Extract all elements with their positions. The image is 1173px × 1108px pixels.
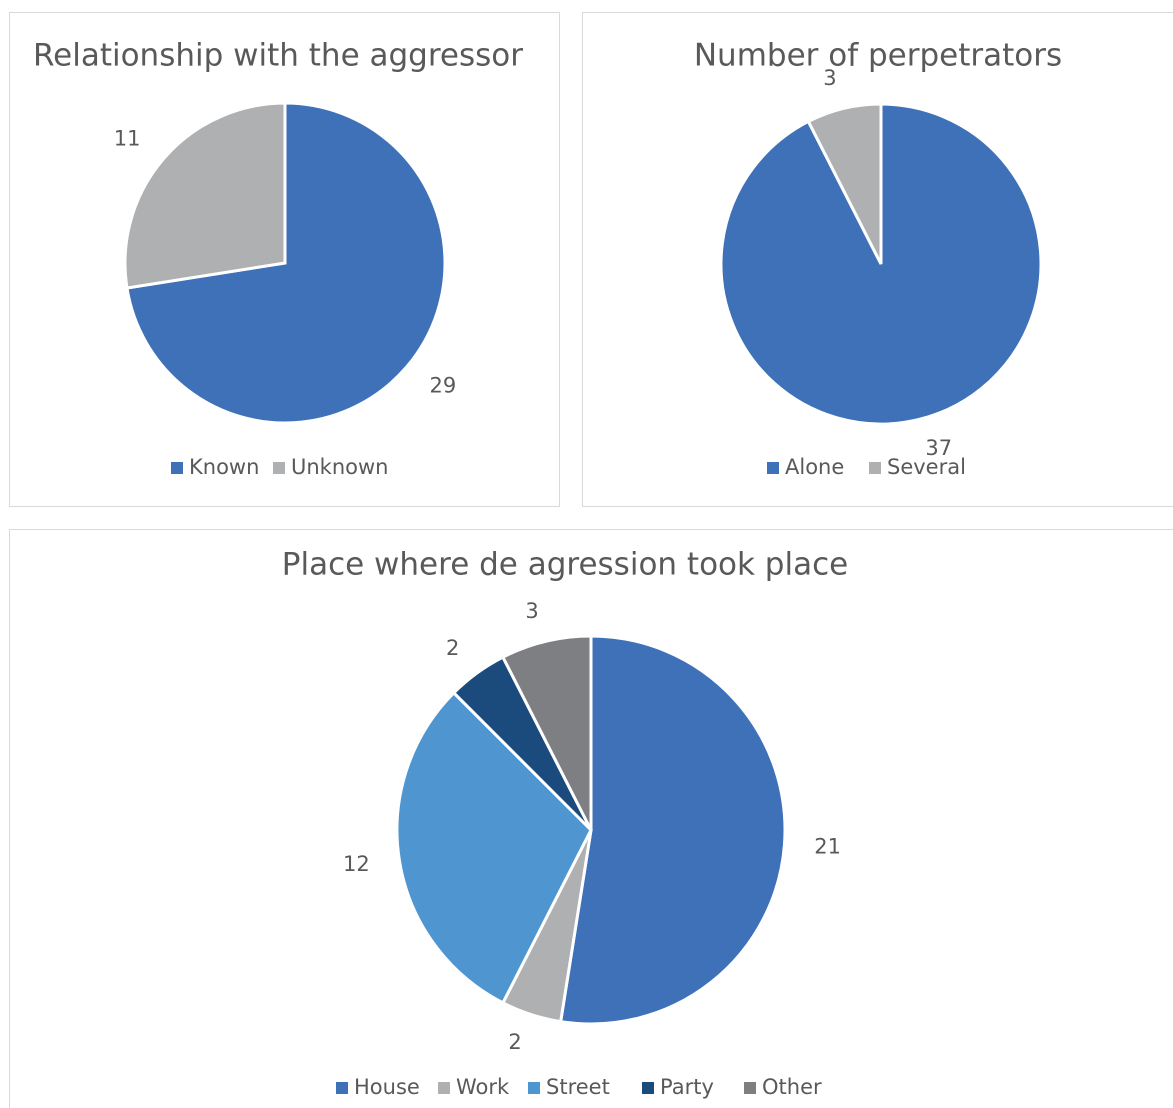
pie-slice <box>500 634 593 831</box>
data-label: 3 <box>525 599 538 623</box>
data-label: 12 <box>343 852 370 876</box>
legend-label: Work <box>456 1075 510 1099</box>
legend-swatch <box>744 1082 756 1094</box>
data-label: 29 <box>429 373 456 397</box>
legend-swatch <box>642 1082 654 1094</box>
chart-title: Number of perpetrators <box>694 38 1062 74</box>
legend-swatch <box>336 1082 348 1094</box>
data-label: 11 <box>114 127 141 151</box>
pie-slice <box>123 101 287 290</box>
legend-label: Known <box>189 455 259 479</box>
legend-swatch <box>171 462 183 474</box>
legend-swatch <box>767 462 779 474</box>
legend-label: Unknown <box>291 455 388 479</box>
pie-slice <box>395 690 593 1005</box>
legend-label: Other <box>762 1075 822 1099</box>
legend-label: Alone <box>785 455 844 479</box>
pie-slice <box>558 634 787 1026</box>
legend-swatch <box>869 462 881 474</box>
data-label: 21 <box>814 835 841 859</box>
legend-swatch <box>528 1082 540 1094</box>
legend-label: Party <box>660 1075 714 1099</box>
data-label: 2 <box>508 1030 521 1054</box>
legend-swatch <box>273 462 285 474</box>
data-label: 2 <box>446 636 459 660</box>
chart-title: Relationship with the aggressor <box>33 38 523 74</box>
legend-swatch <box>438 1082 450 1094</box>
legend-label: House <box>354 1075 420 1099</box>
legend-label: Street <box>546 1075 610 1099</box>
pie-slice <box>806 102 883 265</box>
data-label: 3 <box>823 66 836 90</box>
legend-label: Several <box>887 455 966 479</box>
data-label: 37 <box>925 436 952 460</box>
chart-title: Place where de agression took place <box>282 547 848 583</box>
